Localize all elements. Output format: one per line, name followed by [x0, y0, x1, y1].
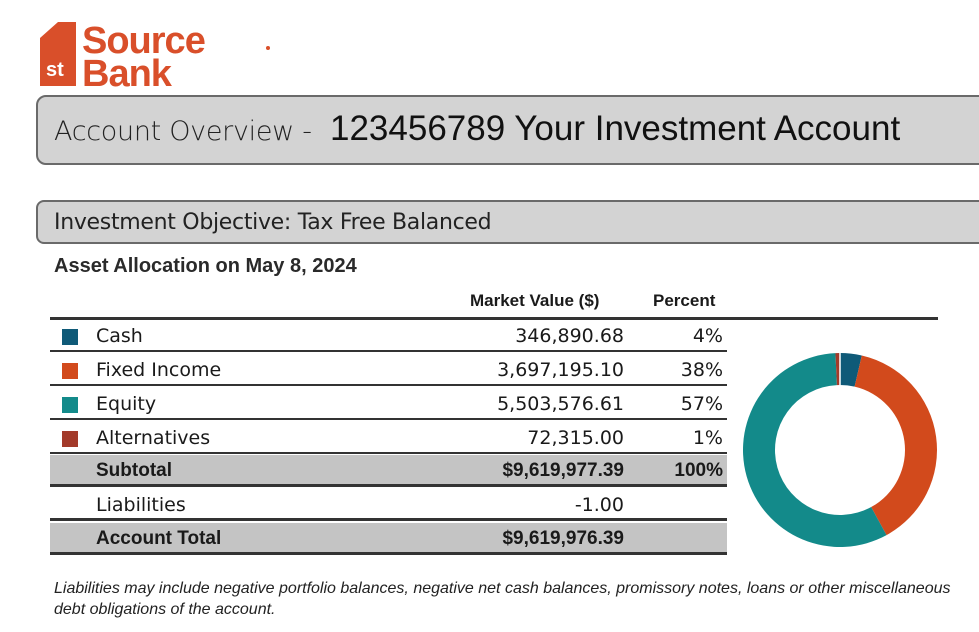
donut-slice-cash: [840, 353, 862, 387]
row-percent: 38%: [680, 359, 723, 381]
row-percent: 57%: [680, 393, 723, 415]
asset-allocation-title: Asset Allocation on May 8, 2024: [54, 255, 357, 277]
first-source-bank-logo: st Source Bank: [40, 20, 270, 88]
legend-swatch: [62, 329, 78, 345]
row-label: Cash: [96, 325, 143, 347]
row-label: Alternatives: [96, 427, 211, 449]
allocation-row: Equity 5,503,576.61 57%: [50, 388, 727, 420]
row-market-value: 346,890.68: [515, 325, 624, 347]
account-total-row: Account Total $9,619,976.39: [50, 523, 727, 555]
legend-swatch: [62, 397, 78, 413]
subtotal-percent: 100%: [674, 460, 723, 481]
liabilities-label: Liabilities: [96, 494, 186, 516]
legend-swatch: [62, 431, 78, 447]
donut-slice-fixed-income: [854, 355, 937, 536]
allocation-row: Fixed Income 3,697,195.10 38%: [50, 354, 727, 386]
subtotal-value: $9,619,977.39: [502, 460, 624, 481]
column-header-market-value: Market Value ($): [470, 291, 600, 310]
account-total-label: Account Total: [96, 528, 222, 549]
allocation-row: Cash 346,890.68 4%: [50, 320, 727, 352]
investment-objective: Investment Objective: Tax Free Balanced: [54, 210, 492, 235]
svg-text:Source: Source: [82, 20, 205, 62]
column-header-percent: Percent: [653, 291, 716, 310]
subtotal-row: Subtotal $9,619,977.39 100%: [50, 455, 727, 487]
row-market-value: 3,697,195.10: [497, 359, 624, 381]
row-market-value: 72,315.00: [527, 427, 624, 449]
row-market-value: 5,503,576.61: [497, 393, 624, 415]
header-prefix: Account Overview -: [54, 116, 312, 147]
account-name: 123456789 Your Investment Account: [330, 109, 901, 148]
row-percent: 1%: [692, 427, 723, 449]
donut-slice-equity: [743, 353, 887, 547]
donut-slice-alternatives: [835, 353, 840, 386]
investment-objective-bar: Investment Objective: Tax Free Balanced: [36, 200, 979, 244]
account-overview-header: Account Overview - 123456789 Your Invest…: [36, 95, 979, 165]
liabilities-value: -1.00: [574, 494, 624, 516]
svg-text:Bank: Bank: [82, 53, 173, 88]
liabilities-row: Liabilities -1.00: [50, 489, 727, 521]
legend-swatch: [62, 363, 78, 379]
allocation-donut-chart: [743, 352, 937, 547]
svg-text:st: st: [46, 59, 64, 81]
liabilities-footnote: Liabilities may include negative portfol…: [54, 580, 951, 618]
row-percent: 4%: [692, 325, 723, 347]
subtotal-label: Subtotal: [96, 460, 172, 481]
account-total-value: $9,619,976.39: [502, 528, 624, 549]
header-divider: [50, 317, 938, 320]
row-label: Equity: [96, 393, 157, 415]
row-label: Fixed Income: [96, 359, 222, 381]
allocation-row: Alternatives 72,315.00 1%: [50, 422, 727, 454]
